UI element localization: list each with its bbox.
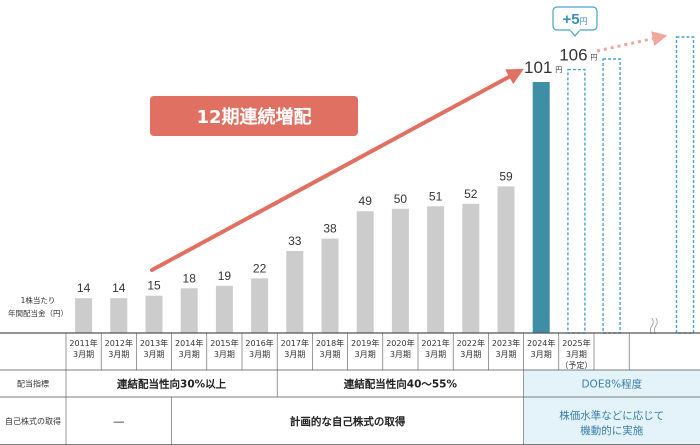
row-0-seg-1: 連結配当性向40～55% <box>344 378 458 391</box>
bar-future-placeholder-1 <box>675 36 695 334</box>
value-label-8: 49 <box>359 194 373 208</box>
growth-trend-arrow <box>150 68 524 272</box>
x-tick-label-6-1: 3月期 <box>284 350 305 359</box>
bar-fy-6 <box>286 250 304 333</box>
bar-fy-0 <box>75 298 93 333</box>
value-label-1: 14 <box>112 281 126 295</box>
value-label-5: 22 <box>253 261 267 275</box>
axis-break-mark-1 <box>653 317 658 335</box>
value-label-11: 52 <box>464 187 478 201</box>
x-tick-label-0-1: 3月期 <box>73 350 94 359</box>
bars-group <box>75 36 695 335</box>
x-tick-label-12-0: 2023年 <box>492 338 520 348</box>
value-label-9: 50 <box>394 192 408 206</box>
x-tick-label-1-0: 2012年 <box>105 338 133 348</box>
x-tick-label-4-1: 3月期 <box>214 350 235 359</box>
row-header-0: 配当指標 <box>17 379 49 389</box>
bar-fy-8 <box>356 211 374 333</box>
x-tick-label-1-1: 3月期 <box>108 350 129 359</box>
x-tick-label-10-0: 2021年 <box>421 338 449 348</box>
bar-fy-2 <box>145 295 163 333</box>
future-trend-arrow <box>596 31 668 53</box>
value-label-7: 38 <box>323 222 337 236</box>
value-label-10: 51 <box>429 189 443 203</box>
x-tick-label-3-0: 2014年 <box>175 338 203 348</box>
increase-callout-pointer <box>569 29 581 37</box>
bar-fy-4 <box>215 285 233 333</box>
increase-callout-label: +5円 <box>562 11 587 28</box>
x-tick-label-7-1: 3月期 <box>319 350 340 359</box>
x-tick-label-13-0: 2024年 <box>527 338 555 348</box>
bar-forecast-14 <box>567 68 586 334</box>
bar-fy-7 <box>321 238 339 333</box>
value-label-0: 14 <box>77 281 91 295</box>
x-tick-label-11-1: 3月期 <box>460 350 481 359</box>
streak-banner: 12期連続増配 <box>150 96 358 136</box>
row-1-seg-1: 計画的な自己株式の取得 <box>290 415 406 428</box>
x-tick-label-6-0: 2017年 <box>281 338 309 348</box>
bar-fy-3 <box>180 288 198 333</box>
bar-highlight-13 <box>532 82 550 333</box>
bar-fy-10 <box>427 206 445 333</box>
x-tick-label-9-1: 3月期 <box>390 350 411 359</box>
row-1-seg-0: ― <box>114 416 125 428</box>
bar-fy-1 <box>110 298 128 333</box>
value-label-4: 19 <box>218 269 232 283</box>
value-label-13: 101 <box>524 58 552 77</box>
x-tick-label-10-1: 3月期 <box>425 350 446 359</box>
row-0-seg-2: DOE8%程度 <box>581 378 642 391</box>
x-tick-label-5-1: 3月期 <box>249 350 270 359</box>
value-label-2: 15 <box>147 279 161 293</box>
value-unit-13: 円 <box>555 66 562 74</box>
streak-banner-box <box>150 96 358 136</box>
x-tick-label-8-1: 3月期 <box>355 350 376 359</box>
bar-fy-12 <box>497 186 515 333</box>
increase-callout: +5円 <box>552 6 598 37</box>
bar-fy-5 <box>251 278 269 333</box>
x-tick-label-11-0: 2022年 <box>457 338 485 348</box>
x-tick-label-2-0: 2013年 <box>140 338 168 348</box>
row-1-seg-2-line1: 株価水準などに応じて <box>559 409 664 422</box>
x-tick-label-0-0: 2011年 <box>69 338 97 348</box>
y-axis-label-line1: 1株当たり <box>21 295 56 305</box>
row-1-seg-2-line2: 機動的に実施 <box>580 424 643 437</box>
x-tick-label-2-1: 3月期 <box>143 350 164 359</box>
value-unit-14: 円 <box>590 54 597 62</box>
x-tick-label-5-0: 2016年 <box>245 338 273 348</box>
x-tick-label-4-0: 2015年 <box>210 338 238 348</box>
axis-break-mark-0 <box>649 317 654 335</box>
x-tick-label-3-1: 3月期 <box>179 350 200 359</box>
value-label-14: 106 <box>559 46 587 65</box>
policy-highlight-bg <box>523 370 700 445</box>
bar-future-placeholder-0 <box>602 58 621 334</box>
policy-table: 2011年 3月期 2012年 3月期 2013年 3月期 2014年 3月期 2015年 3月期… <box>0 332 700 445</box>
bar-fy-11 <box>462 203 480 333</box>
x-tick-label-12-1: 3月期 <box>495 350 516 359</box>
y-axis-label-line2: 年間配当金（円） <box>8 308 68 318</box>
value-label-3: 18 <box>183 271 197 285</box>
row-header-1: 自己株式の取得 <box>5 416 61 426</box>
x-tick-label-7-0: 2018年 <box>316 338 344 348</box>
x-tick-label-14-1: 3月期 <box>566 350 587 359</box>
x-tick-label-9-0: 2020年 <box>386 338 414 348</box>
value-label-12: 59 <box>499 169 513 183</box>
streak-banner-label: 12期連続増配 <box>196 106 311 128</box>
x-tick-label-14-2: （予定） <box>560 360 592 370</box>
x-tick-label-8-0: 2019年 <box>351 338 379 348</box>
value-label-6: 33 <box>288 234 302 248</box>
row-0-seg-0: 連結配当性向30%以上 <box>117 378 227 391</box>
x-tick-label-14-0: 2025年 <box>562 338 590 348</box>
bar-fy-9 <box>391 208 409 333</box>
x-tick-label-13-1: 3月期 <box>531 350 552 359</box>
